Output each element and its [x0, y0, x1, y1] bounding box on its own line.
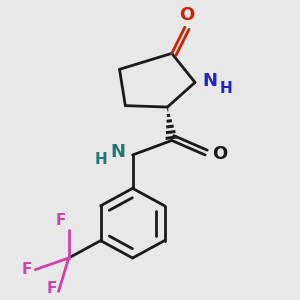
Text: O: O [179, 6, 194, 24]
Text: N: N [202, 72, 217, 90]
Text: H: H [94, 152, 107, 167]
Text: F: F [56, 212, 66, 227]
Text: O: O [212, 145, 228, 163]
Text: F: F [47, 281, 57, 296]
Text: N: N [110, 143, 125, 161]
Text: H: H [220, 81, 232, 96]
Text: F: F [22, 262, 32, 277]
